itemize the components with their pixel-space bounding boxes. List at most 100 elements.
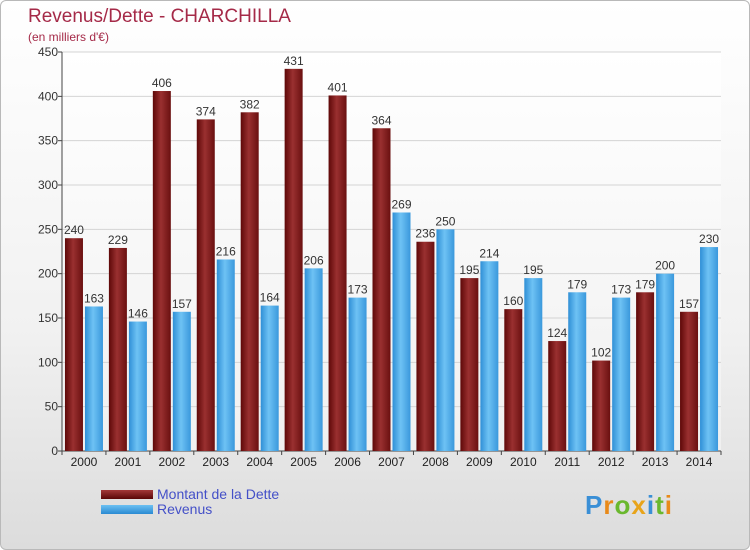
bar-debt: [240, 112, 259, 451]
x-tick-label: 2008: [422, 455, 449, 469]
value-label-revenue: 179: [567, 277, 587, 291]
value-label-debt: 102: [591, 346, 611, 360]
value-label-debt: 195: [459, 263, 479, 277]
x-tick-label: 2010: [510, 455, 537, 469]
y-tick-label: 0: [51, 444, 58, 458]
legend-swatch-debt: [101, 490, 153, 499]
x-tick-label: 2007: [378, 455, 405, 469]
bar-revenue: [216, 259, 235, 451]
value-label-debt: 364: [371, 113, 391, 127]
value-label-debt: 236: [415, 227, 435, 241]
bar-debt: [64, 238, 83, 451]
bar-debt: [548, 341, 567, 451]
bar-debt: [460, 278, 479, 451]
value-label-debt: 382: [240, 97, 260, 111]
legend-label-revenue: Revenus: [157, 501, 213, 517]
bar-revenue: [612, 297, 631, 451]
y-tick-label: 350: [38, 134, 58, 148]
proxiti-logo: Proxiti: [585, 490, 673, 521]
value-label-revenue: 269: [391, 197, 411, 211]
bar-debt: [680, 311, 699, 451]
value-label-debt: 160: [503, 294, 523, 308]
logo-letter: t: [655, 490, 665, 520]
chart-subtitle: (en milliers d'€): [28, 30, 109, 44]
bar-revenue: [260, 305, 279, 451]
x-tick-label: 2013: [642, 455, 669, 469]
x-tick-label: 2012: [598, 455, 625, 469]
y-tick-label: 100: [38, 355, 58, 369]
logo-letter: P: [585, 490, 604, 520]
bar-revenue: [480, 261, 499, 451]
value-label-revenue: 214: [479, 246, 499, 260]
value-label-revenue: 195: [523, 263, 543, 277]
value-label-debt: 240: [64, 223, 84, 237]
value-label-debt: 179: [635, 277, 655, 291]
value-label-debt: 124: [547, 326, 567, 340]
bar-revenue: [700, 247, 719, 451]
value-label-revenue: 157: [172, 297, 192, 311]
x-tick-label: 2004: [246, 455, 273, 469]
bar-debt: [152, 91, 171, 451]
value-label-revenue: 164: [260, 291, 280, 305]
y-tick-label: 250: [38, 222, 58, 236]
value-label-debt: 157: [679, 297, 699, 311]
bar-debt: [108, 247, 127, 451]
logo-letter: i: [664, 490, 673, 520]
value-label-revenue: 216: [216, 244, 236, 258]
y-tick-label: 150: [38, 311, 58, 325]
bar-debt: [636, 292, 655, 451]
logo-letter: o: [614, 490, 632, 520]
x-tick-label: 2000: [71, 455, 98, 469]
value-label-debt: 406: [152, 76, 172, 90]
plot-area: [62, 52, 721, 451]
value-label-debt: 229: [108, 233, 128, 247]
bar-debt: [592, 360, 611, 451]
bar-debt: [372, 128, 391, 451]
x-tick-label: 2009: [466, 455, 493, 469]
legend-swatch-revenue: [101, 505, 153, 514]
y-tick-label: 300: [38, 178, 58, 192]
bar-revenue: [656, 273, 675, 451]
value-label-debt: 374: [196, 104, 216, 118]
value-label-revenue: 200: [655, 259, 675, 273]
bar-revenue: [348, 297, 367, 451]
logo-letter: x: [631, 490, 647, 520]
bar-revenue: [568, 292, 587, 451]
logo-letter: i: [646, 490, 656, 520]
bar-revenue: [304, 268, 323, 451]
y-tick-label: 450: [38, 45, 58, 59]
y-tick-label: 200: [38, 267, 58, 281]
value-label-revenue: 206: [304, 253, 324, 267]
x-tick-label: 2014: [686, 455, 713, 469]
bar-revenue: [436, 229, 455, 451]
y-tick-label: 50: [45, 400, 59, 414]
value-label-revenue: 230: [699, 232, 719, 246]
value-label-revenue: 173: [348, 283, 368, 297]
x-tick-label: 2011: [554, 455, 580, 469]
logo-letter: r: [603, 490, 615, 520]
value-label-revenue: 163: [84, 291, 104, 305]
bar-debt: [328, 95, 347, 452]
bar-revenue: [392, 212, 411, 451]
x-tick-label: 2002: [158, 455, 185, 469]
bar-revenue: [172, 311, 191, 451]
value-label-debt: 431: [284, 54, 304, 68]
value-label-revenue: 173: [611, 283, 631, 297]
bar-debt: [196, 119, 215, 452]
chart-title: Revenus/Dette - CHARCHILLA: [28, 6, 291, 27]
x-tick-label: 2001: [115, 455, 142, 469]
value-label-debt: 401: [328, 80, 348, 94]
value-label-revenue: 250: [435, 214, 455, 228]
bar-debt: [416, 241, 435, 451]
value-label-revenue: 146: [128, 307, 148, 321]
y-tick-label: 400: [38, 89, 58, 103]
legend-label-debt: Montant de la Dette: [157, 486, 280, 502]
x-tick-label: 2003: [202, 455, 229, 469]
x-tick-label: 2005: [290, 455, 317, 469]
bar-revenue: [524, 278, 543, 451]
x-tick-label: 2006: [334, 455, 361, 469]
bar-debt: [504, 309, 523, 451]
bar-debt: [284, 68, 303, 451]
